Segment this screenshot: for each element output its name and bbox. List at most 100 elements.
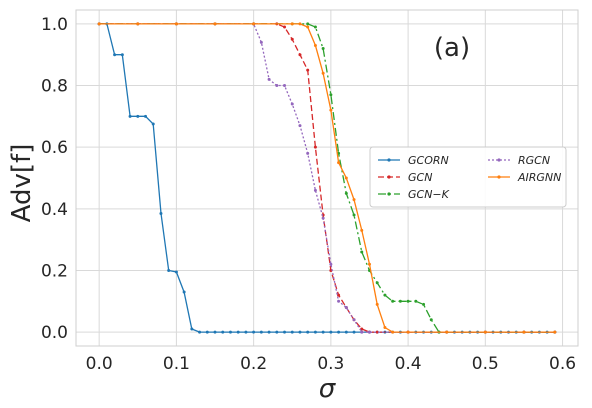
data-point (383, 326, 387, 330)
data-point (406, 299, 410, 303)
data-point (167, 268, 171, 272)
data-point (313, 43, 317, 47)
legend-marker (387, 192, 391, 196)
data-point (151, 122, 155, 126)
data-point (344, 191, 348, 195)
legend-label: GCN (408, 171, 432, 184)
data-point (367, 262, 371, 266)
data-point (190, 327, 194, 331)
data-point (97, 22, 101, 26)
data-point (275, 330, 279, 334)
data-point (306, 68, 310, 72)
data-point (329, 93, 333, 97)
data-point (329, 330, 333, 334)
x-tick-label: 0.4 (395, 354, 422, 374)
x-tick-label: 0.0 (86, 354, 113, 374)
data-point (375, 281, 379, 285)
legend-marker (387, 175, 391, 179)
data-point (306, 22, 310, 26)
data-point (344, 330, 348, 334)
data-point (136, 22, 140, 26)
data-point (228, 330, 232, 334)
data-point (174, 270, 178, 274)
data-point (553, 330, 557, 334)
data-point (422, 302, 426, 306)
data-point (337, 161, 341, 165)
data-point (174, 22, 178, 26)
data-point (352, 198, 356, 202)
data-point (128, 114, 132, 118)
data-point (337, 330, 341, 334)
data-point (483, 330, 487, 334)
series-layer (97, 22, 557, 334)
data-point (321, 71, 325, 75)
legend-box (369, 146, 567, 208)
x-tick-label: 0.3 (317, 354, 344, 374)
data-point (298, 124, 302, 128)
data-point (321, 47, 325, 51)
data-point (313, 145, 317, 149)
data-point (306, 25, 310, 29)
legend-marker (497, 175, 501, 179)
data-point (321, 330, 325, 334)
legend-label: AIRGNN (517, 171, 561, 184)
x-axis-label: σ (319, 374, 337, 404)
data-point (298, 330, 302, 334)
data-point (375, 302, 379, 306)
data-point (244, 330, 248, 334)
data-point (445, 330, 449, 334)
data-point (406, 330, 410, 334)
data-point (360, 330, 364, 334)
data-point (298, 22, 302, 26)
data-point (360, 250, 364, 254)
data-point (329, 108, 333, 112)
data-point (259, 40, 263, 44)
x-tick-label: 0.2 (240, 354, 267, 374)
data-point (252, 330, 256, 334)
data-point (337, 299, 341, 303)
data-point (283, 330, 287, 334)
data-point (337, 293, 341, 297)
data-point (306, 151, 310, 155)
y-tick-label: 0.2 (41, 261, 68, 281)
data-point (321, 216, 325, 220)
data-point (352, 213, 356, 217)
data-point (367, 330, 371, 334)
data-point (236, 330, 240, 334)
data-point (313, 25, 317, 29)
y-axis-label: Adv[f] (7, 144, 37, 223)
data-point (290, 330, 294, 334)
data-point (344, 305, 348, 309)
legend-label: GCORN (408, 154, 449, 167)
y-tick-label: 0.8 (41, 77, 68, 97)
y-tick-label: 0.4 (41, 200, 68, 220)
data-point (313, 330, 317, 334)
legend-label: RGCN (518, 154, 550, 167)
series-line (99, 23, 555, 333)
series-airgnn (97, 22, 557, 334)
data-point (283, 84, 287, 88)
data-point (259, 330, 263, 334)
data-point (352, 318, 356, 322)
data-point (383, 293, 387, 297)
tick-labels: 0.0 0.1 0.2 0.3 0.4 0.5 0.6 0.0 0.2 0.4 0.6 0.8 1.0 (41, 15, 576, 374)
data-point (198, 330, 202, 334)
data-point (391, 330, 395, 334)
data-point (398, 299, 402, 303)
data-point (290, 37, 294, 41)
data-point (136, 114, 140, 118)
data-point (429, 318, 433, 322)
data-point (344, 176, 348, 180)
data-point (313, 188, 317, 192)
data-point (182, 290, 186, 294)
data-point (306, 330, 310, 334)
data-point (275, 84, 279, 88)
data-point (414, 299, 418, 303)
panel-annotation: (a) (434, 33, 470, 63)
data-point (113, 53, 117, 57)
data-point (522, 330, 526, 334)
data-point (120, 53, 124, 57)
data-point (329, 262, 333, 266)
